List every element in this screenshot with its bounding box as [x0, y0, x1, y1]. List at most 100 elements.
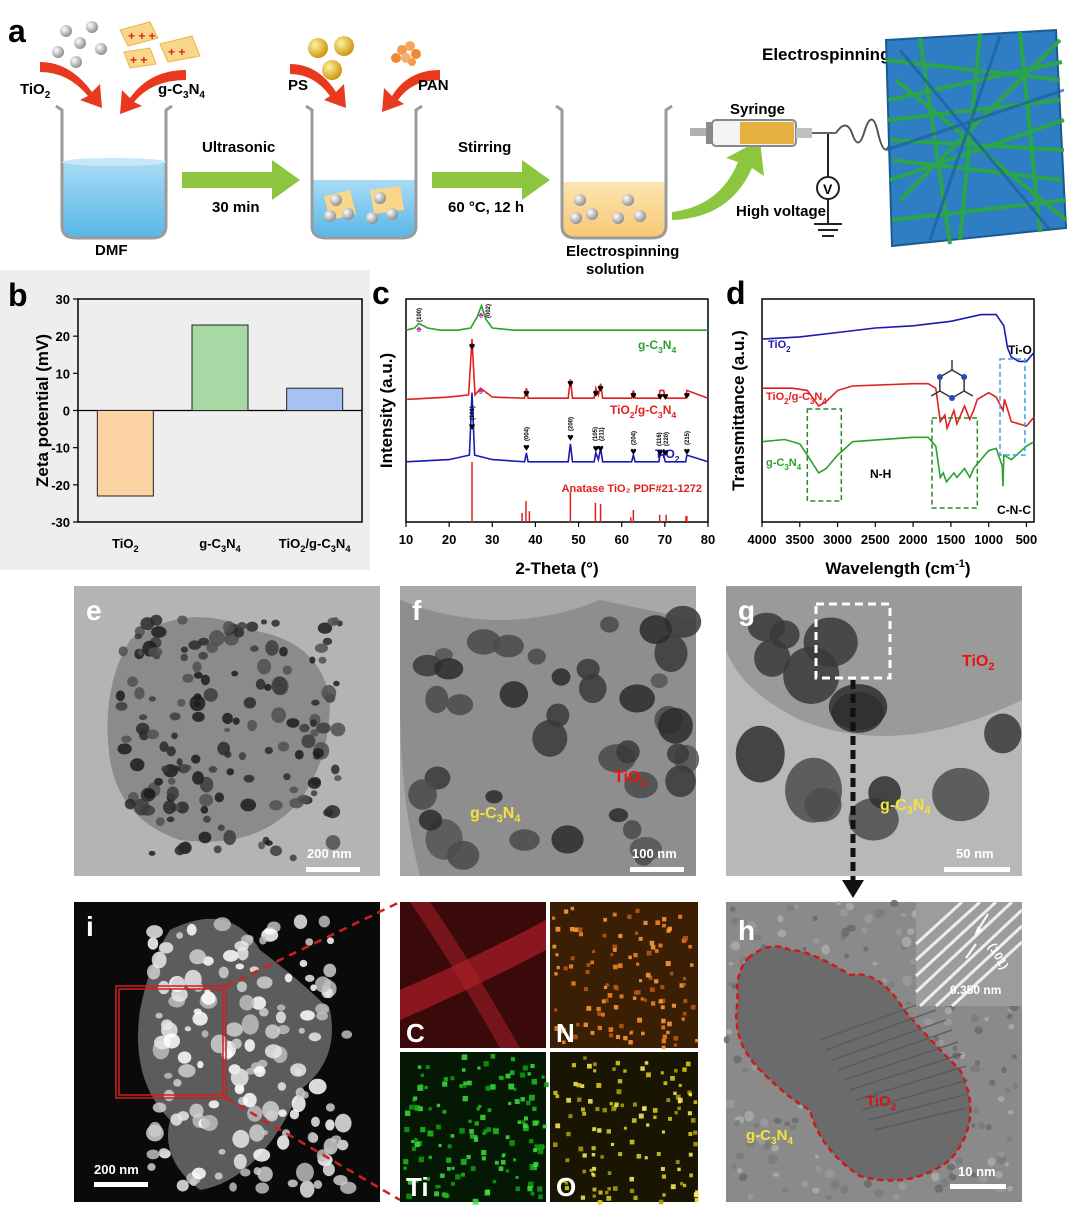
gcn-peak-marker: ♠: [478, 310, 484, 321]
scale-bar: [950, 1184, 1006, 1189]
hkl-label: (204): [631, 431, 637, 445]
y-tick-label: 10: [56, 366, 70, 381]
y-tick-label: 30: [56, 292, 70, 307]
gcn-label: g-C3N4: [158, 81, 205, 101]
hkl-label: (116): [657, 432, 663, 446]
series-line: [405, 392, 709, 463]
panel-letter-g: g: [738, 595, 755, 626]
x-tick-label: 2500: [861, 532, 890, 547]
plot-frame: [405, 298, 709, 523]
curved-arrow-icon: [672, 140, 764, 220]
x-tick-label: 4000: [748, 532, 777, 547]
x-tick-label: TiO2/g-C3N4: [279, 536, 352, 554]
peak-marker: ♥: [469, 421, 476, 433]
peak-marker: ♥: [567, 432, 574, 444]
y-axis-label: Intensity (a.u.): [377, 353, 396, 468]
peak-marker: ♥: [630, 390, 637, 402]
scale-bar: [630, 867, 684, 872]
peak-marker: ♥: [630, 446, 637, 458]
x-tick-label: 50: [571, 532, 585, 547]
reference-label: Anatase TiO₂ PDF#21-1272: [562, 483, 702, 495]
scale-label-g: 50 nm: [956, 846, 994, 861]
scale-label-f: 100 nm: [632, 846, 677, 861]
panel-letter-c: c: [372, 275, 390, 311]
scale-label-e: 200 nm: [307, 846, 352, 861]
hkl-label: (002): [486, 304, 492, 318]
x-axis-label: Wavelength (cm-1): [825, 558, 970, 578]
d-spacing-label: 0.350 nm: [950, 983, 1001, 997]
legend-label: g-C3N4: [766, 457, 802, 472]
pan-cluster: [391, 41, 421, 66]
y-tick-label: -20: [51, 478, 70, 493]
x-tick-label: 70: [658, 532, 672, 547]
time-label: 30 min: [212, 199, 260, 216]
svg-text:+ + +: + + +: [128, 29, 156, 43]
series-line: [405, 303, 708, 331]
panel-b: b -30 -20 -10 0 10 20 30 TiO2 g-C3N4 TiO2/g-C3N4 Z…: [0, 270, 370, 570]
eds-map-ti: Ti: [400, 1052, 549, 1205]
voltmeter-icon: [816, 176, 840, 200]
annotation-label: C-N-C: [997, 503, 1031, 517]
gcn-label-f: g-C3N4: [470, 805, 521, 825]
scale-bar: [94, 1182, 148, 1187]
eds-map-c: C: [400, 902, 546, 1048]
map-label-c: C: [406, 1018, 425, 1048]
x-tick-label: g-C3N4: [199, 536, 241, 554]
hkl-label: (100): [417, 308, 423, 322]
ps-label: PS: [288, 77, 308, 94]
scale-label-i: 200 nm: [94, 1162, 139, 1177]
peak-marker: ♥: [662, 447, 669, 459]
stirring-label: Stirring: [458, 139, 511, 156]
selection-box: [115, 985, 227, 1099]
svg-text:V: V: [823, 181, 833, 197]
x-tick-label: 2000: [899, 532, 928, 547]
pan-label: PAN: [418, 77, 449, 94]
highlight-box: [999, 358, 1026, 456]
tio2-label-g: TiO2: [962, 653, 995, 673]
panel-letter-b: b: [8, 277, 28, 313]
y-tick-label: 0: [63, 404, 70, 419]
gcn-label-h: g-C3N4: [746, 1127, 793, 1147]
panel-e-tem-image: e 200 nm: [74, 586, 380, 876]
peak-marker: ♥: [567, 378, 574, 390]
arrow-down-icon: [842, 880, 864, 898]
peak-marker: ♥: [684, 446, 691, 458]
highlight-box: [931, 417, 979, 509]
voltage-circuit: V: [814, 134, 842, 237]
peak-marker: ♥: [657, 391, 664, 403]
panel-f-tem-image: f g-C3N4 TiO2 100 nm: [400, 586, 702, 876]
peak-marker: ♥: [523, 442, 530, 454]
tio2-label-h: TiO2: [866, 1093, 897, 1113]
peak-marker: ♥: [597, 443, 604, 455]
x-tick-label: 3500: [785, 532, 814, 547]
panel-g-tem-image: g TiO2 g-C3N4 50 nm: [726, 586, 1022, 898]
x-tick-label: TiO2: [112, 536, 139, 554]
panel-letter-d: d: [726, 275, 746, 311]
peak-marker: ♥: [469, 341, 476, 353]
hkl-label: (200): [568, 417, 574, 431]
beaker-solution: [555, 104, 673, 240]
arrow-icon: [40, 62, 102, 108]
scale-bar: [306, 867, 360, 872]
tio2-particle-outline: [735, 945, 972, 1182]
y-tick-label: 20: [56, 329, 70, 344]
x-tick-label: 30: [485, 532, 499, 547]
panel-letter-e: e: [86, 595, 102, 626]
x-tick-label: 10: [399, 532, 413, 547]
panel-letter-i: i: [86, 911, 94, 942]
peak-marker: ♥: [662, 391, 669, 403]
gcn-peak-marker: ♠: [416, 324, 422, 335]
tio2-label-f: TiO2: [614, 769, 647, 789]
bright-particle-cluster: [146, 914, 357, 1198]
electrospinning-title: Electrospinning: [762, 45, 890, 64]
y-tick-label: -10: [51, 441, 70, 456]
tio2-particles: [52, 21, 107, 68]
stir-condition-label: 60 °C, 12 h: [448, 199, 524, 216]
panel-letter-f: f: [412, 595, 422, 626]
x-tick-label: 60: [614, 532, 628, 547]
process-arrow-2: [432, 160, 550, 200]
hkl-label: (101): [470, 406, 476, 420]
plot-frame: [761, 298, 1035, 523]
fiber-mat-image: [884, 28, 1068, 248]
legend-label: g-C3N4: [638, 338, 676, 355]
